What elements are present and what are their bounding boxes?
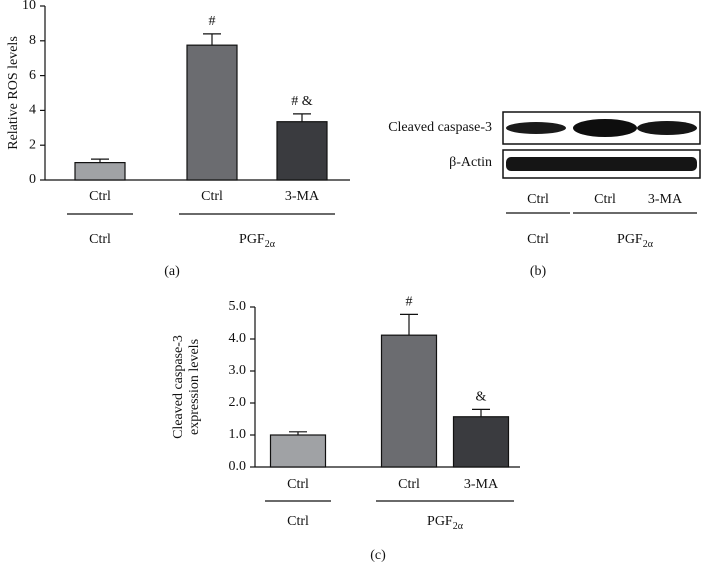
- lane-label: Ctrl: [527, 192, 549, 207]
- group-label-text: PGF: [239, 232, 265, 247]
- panel-label: (c): [370, 548, 386, 563]
- x-tick-label: Ctrl: [398, 477, 420, 492]
- y-tick-label: 6: [29, 68, 36, 83]
- lane-label: 3-MA: [648, 192, 683, 207]
- y-tick-label: 10: [22, 0, 36, 13]
- group-label-subscript: 2α: [265, 239, 276, 250]
- y-tick-label: 5.0: [229, 299, 247, 314]
- bar: [269, 434, 327, 468]
- annotation: #: [209, 14, 216, 29]
- blot-row-label: β-Actin: [449, 155, 492, 170]
- panel-label: (a): [164, 264, 180, 279]
- y-axis-label: Cleaved caspase-3: [171, 335, 186, 439]
- y-tick-label: 1.0: [229, 427, 247, 442]
- group-label-text: Ctrl: [527, 232, 549, 247]
- group-label: PGF2α: [239, 232, 276, 250]
- y-tick-label: 4: [29, 103, 36, 118]
- x-tick-label: Ctrl: [201, 189, 223, 204]
- y-axis-label: expression levels: [187, 339, 202, 435]
- x-tick-label: 3-MA: [464, 477, 499, 492]
- group-label-subscript: 2α: [643, 239, 654, 250]
- band: [637, 121, 697, 135]
- panel-label: (b): [530, 264, 547, 279]
- y-tick-label: 0: [29, 172, 36, 187]
- band: [573, 119, 637, 137]
- y-tick-label: 4.0: [229, 331, 247, 346]
- annotation: &: [476, 390, 487, 405]
- group-label: Ctrl: [89, 232, 111, 247]
- group-label-text: Ctrl: [89, 232, 111, 247]
- annotation: #: [406, 295, 413, 310]
- blot-row-label: Cleaved caspase-3: [388, 120, 492, 135]
- y-tick-label: 8: [29, 33, 36, 48]
- group-label: Ctrl: [527, 232, 549, 247]
- band: [506, 122, 566, 134]
- group-label-text: PGF: [427, 514, 453, 529]
- group-label-subscript: 2α: [453, 521, 464, 532]
- bar: [186, 44, 238, 181]
- group-label: PGF2α: [427, 514, 464, 532]
- bar: [74, 162, 126, 181]
- y-tick-label: 3.0: [229, 363, 247, 378]
- bar: [380, 334, 438, 468]
- lane-label: Ctrl: [594, 192, 616, 207]
- group-label-text: Ctrl: [287, 514, 309, 529]
- annotation: # &: [291, 94, 313, 109]
- band: [506, 157, 697, 171]
- bar: [452, 416, 510, 468]
- x-tick-label: 3-MA: [285, 189, 320, 204]
- group-label-text: PGF: [617, 232, 643, 247]
- x-tick-label: Ctrl: [89, 189, 111, 204]
- y-tick-label: 2.0: [229, 395, 247, 410]
- bar: [276, 121, 328, 181]
- group-label: PGF2α: [617, 232, 654, 250]
- y-axis-label: Relative ROS levels: [6, 36, 21, 150]
- y-tick-label: 0.0: [229, 459, 247, 474]
- group-label: Ctrl: [287, 514, 309, 529]
- x-tick-label: Ctrl: [287, 477, 309, 492]
- y-tick-label: 2: [29, 137, 36, 152]
